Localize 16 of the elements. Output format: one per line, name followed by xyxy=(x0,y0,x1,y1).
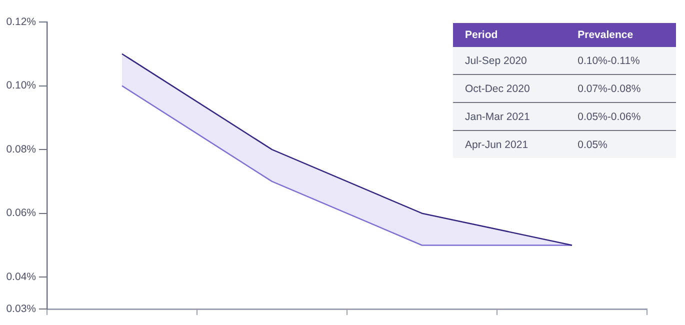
annotation: Jul-Sep 2020 xyxy=(464,54,528,68)
annotation: Period xyxy=(464,28,499,43)
y-tick-label: 0.06% xyxy=(6,207,36,220)
annotation: Prevalence xyxy=(576,28,634,43)
y-tick-label: 0.03% xyxy=(6,302,36,315)
annotation: Apr-Jun 2021 xyxy=(464,138,530,152)
y-tick-label: 0.04% xyxy=(6,271,36,283)
annotation: Oct-Dec 2020 xyxy=(464,82,531,96)
y-tick-label: 0.08% xyxy=(6,143,36,156)
annotation: 0.07%-0.08% xyxy=(576,82,642,96)
annotation: Jan-Mar 2021 xyxy=(464,110,531,124)
y-tick-label: 0.10% xyxy=(6,80,36,92)
annotation: 0.05%-0.06% xyxy=(576,110,642,124)
annotation: 0.10%-0.11% xyxy=(576,54,641,68)
y-tick-label: 0.12% xyxy=(6,16,36,28)
annotation: 0.05% xyxy=(576,138,608,152)
